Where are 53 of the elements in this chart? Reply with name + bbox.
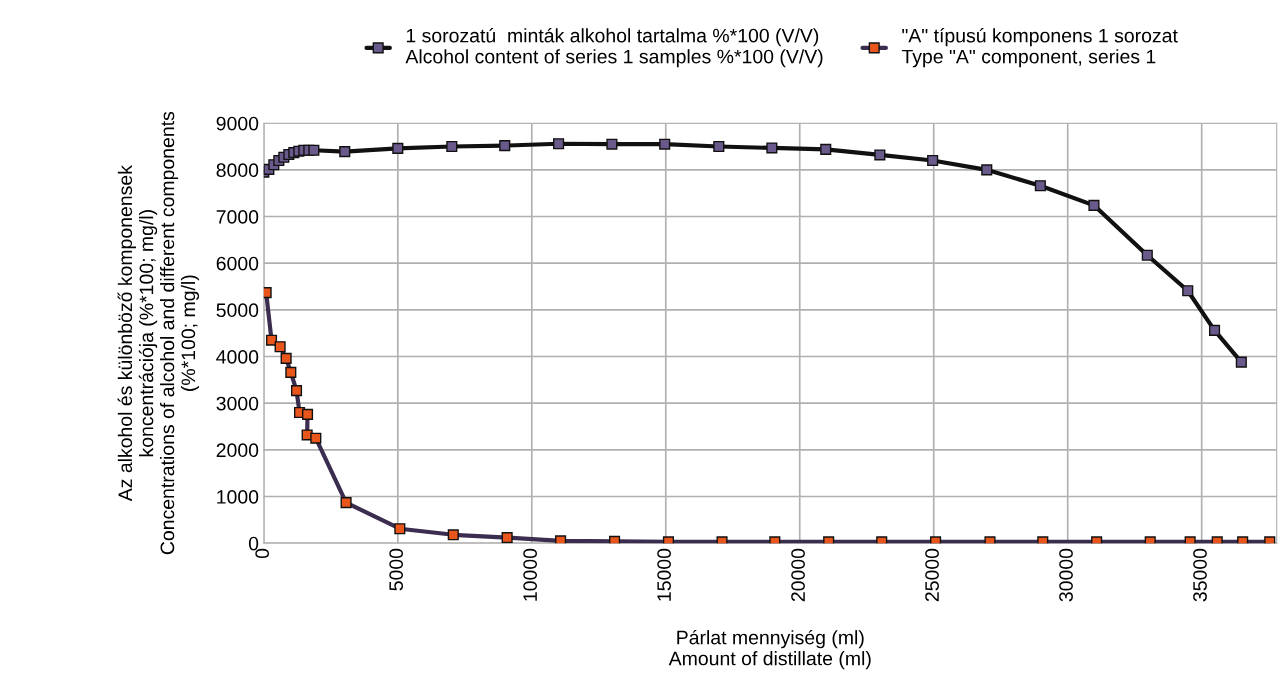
point	[555, 535, 567, 544]
point	[1208, 324, 1221, 336]
x-tick-label: 30000	[1059, 548, 1073, 602]
point	[446, 140, 458, 153]
point	[927, 154, 939, 167]
point	[301, 408, 314, 420]
point	[1182, 285, 1194, 297]
point	[308, 144, 320, 156]
point	[290, 385, 303, 397]
legend-label: 1 sorozatú minták alkohol tartalma %*100 (V/V) Alcohol content of series 1 samples %*100 (V/V)	[405, 28, 823, 68]
point	[340, 497, 352, 509]
point	[265, 334, 278, 346]
x-tick-label: 25000	[925, 548, 939, 602]
x-tick-label: 10000	[523, 548, 538, 601]
point	[1034, 180, 1046, 192]
legend-label: "A" típusú komponens 1 sorozat Type "A" component, series 1	[901, 28, 1178, 68]
point	[499, 140, 511, 152]
point	[659, 138, 671, 150]
x-tick-label: 15000	[657, 548, 671, 601]
point	[609, 535, 621, 544]
point	[392, 142, 404, 154]
point	[447, 529, 459, 541]
y-tick-label: 6000	[216, 256, 259, 271]
point	[1141, 249, 1153, 261]
point	[339, 146, 351, 158]
point	[981, 164, 993, 176]
point	[501, 532, 513, 544]
y-tick-label: 8000	[216, 163, 259, 178]
x-tick-label: 20000	[791, 548, 805, 602]
point	[766, 142, 778, 154]
y-tick-label: 5000	[216, 303, 259, 318]
point	[274, 341, 286, 353]
point	[713, 140, 725, 153]
y-tick-label: 9000	[216, 116, 259, 131]
y-tick-label: 4000	[216, 350, 259, 364]
point	[285, 366, 297, 378]
y-tick-label: 2000	[216, 443, 259, 458]
point	[1088, 199, 1100, 211]
point	[820, 143, 832, 155]
x-tick-label: 35000	[1193, 548, 1207, 602]
point	[606, 138, 618, 150]
x-axis-title: Párlat mennyiség (ml) Amount of distillate (ml)	[668, 629, 871, 670]
point	[553, 138, 565, 150]
y-tick-label: 7000	[216, 210, 259, 224]
point	[280, 352, 292, 364]
point	[310, 432, 322, 444]
point	[1235, 356, 1247, 368]
y-tick-label: 1000	[217, 490, 259, 504]
point	[394, 523, 406, 535]
point	[874, 149, 886, 161]
y-axis-title: Az alkohol és különböző komponensek koncentrációja (%*100; mg/l) Concentrations of alcohol and different components (%*100; mg/l)	[117, 111, 200, 555]
y-tick-label: 3000	[216, 396, 259, 411]
x-tick-label: 5000	[389, 548, 404, 591]
